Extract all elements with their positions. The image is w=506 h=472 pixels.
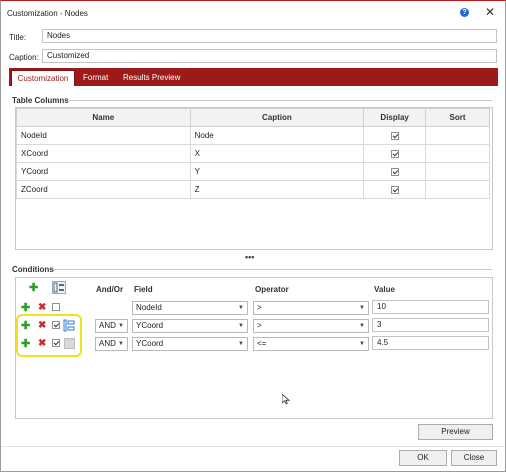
conditions-title: Conditions xyxy=(12,265,54,274)
group-icon[interactable] xyxy=(63,319,75,332)
section-divider xyxy=(53,269,492,270)
caption-input[interactable]: Customized xyxy=(42,49,497,63)
mouse-cursor-icon xyxy=(281,393,291,407)
window-title: Customization - Nodes xyxy=(7,9,88,18)
dropdown-arrow-icon: ▼ xyxy=(238,341,244,347)
cell-caption[interactable]: Y xyxy=(189,162,365,181)
column-header-sort[interactable]: Sort xyxy=(425,108,490,127)
condition-checkbox[interactable] xyxy=(52,321,60,329)
tab-customization[interactable]: Customization xyxy=(11,70,75,86)
andor-select[interactable]: AND ▼ xyxy=(95,319,128,333)
remove-icon[interactable]: ✖ xyxy=(38,302,47,313)
field-header: Field xyxy=(134,285,153,294)
column-header-caption[interactable]: Caption xyxy=(189,108,365,127)
andor-value: AND xyxy=(99,339,116,348)
tab-format[interactable]: Format xyxy=(83,73,109,82)
display-checkbox[interactable] xyxy=(390,149,399,158)
title-label: Title: xyxy=(9,33,27,42)
remove-icon[interactable]: ✖ xyxy=(38,320,47,331)
andor-value: AND xyxy=(99,321,116,330)
title-input[interactable]: Nodes xyxy=(42,29,497,43)
field-select[interactable]: NodeId ▼ xyxy=(132,301,248,315)
add-icon[interactable]: ✚ xyxy=(29,282,39,294)
dropdown-arrow-icon: ▼ xyxy=(238,323,244,329)
field-value: YCoord xyxy=(136,339,164,348)
table-row[interactable]: YCoord Y xyxy=(16,162,490,181)
close-icon[interactable]: ✕ xyxy=(485,5,496,19)
dropdown-arrow-icon: ▼ xyxy=(118,341,124,347)
group-placeholder-icon xyxy=(64,338,75,349)
display-checkbox[interactable] xyxy=(390,185,399,194)
condition-checkbox[interactable] xyxy=(52,339,60,347)
dropdown-arrow-icon: ▼ xyxy=(359,305,365,311)
value-header: Value xyxy=(374,285,395,294)
condition-checkbox[interactable] xyxy=(52,303,60,311)
table-columns-title: Table Columns xyxy=(12,96,69,105)
table-row[interactable]: NodeId Node xyxy=(16,126,490,145)
section-divider xyxy=(69,100,492,101)
highlight-annotation xyxy=(16,314,82,357)
cell-name: ZCoord xyxy=(16,180,191,199)
help-icon[interactable]: ? xyxy=(460,8,469,17)
remove-icon[interactable]: ✖ xyxy=(38,338,47,349)
table-row[interactable]: XCoord X xyxy=(16,144,490,163)
cell-caption[interactable]: Z xyxy=(189,180,365,199)
operator-select[interactable]: <= ▼ xyxy=(253,337,369,351)
dropdown-arrow-icon: ▼ xyxy=(118,323,124,329)
display-checkbox[interactable] xyxy=(390,131,399,140)
add-icon[interactable]: ✚ xyxy=(21,302,31,314)
dropdown-arrow-icon: ▼ xyxy=(238,305,244,311)
dropdown-arrow-icon: ▼ xyxy=(359,341,365,347)
operator-select[interactable]: > ▼ xyxy=(253,301,369,315)
caption-label: Caption: xyxy=(9,53,39,62)
close-button[interactable]: Close xyxy=(451,450,497,466)
splitter-handle[interactable]: ••• xyxy=(245,252,255,262)
value-input[interactable]: 3 xyxy=(372,318,489,332)
column-header-name[interactable]: Name xyxy=(16,108,191,127)
field-select[interactable]: YCoord ▼ xyxy=(132,337,248,351)
cell-sort[interactable] xyxy=(425,162,490,181)
ok-button[interactable]: OK xyxy=(399,450,447,466)
table-columns-grid: Name Caption Display Sort NodeId Node XC… xyxy=(16,108,490,199)
cell-sort[interactable] xyxy=(425,126,490,145)
group-icon[interactable] xyxy=(52,281,66,294)
display-checkbox[interactable] xyxy=(390,167,399,176)
field-value: NodeId xyxy=(136,303,162,312)
dropdown-arrow-icon: ▼ xyxy=(359,323,365,329)
cell-name: NodeId xyxy=(16,126,191,145)
operator-value: <= xyxy=(257,339,267,348)
cell-name: XCoord xyxy=(16,144,191,163)
operator-value: > xyxy=(257,321,262,330)
value-input[interactable]: 4.5 xyxy=(372,336,489,350)
cell-name: YCoord xyxy=(16,162,191,181)
field-select[interactable]: YCoord ▼ xyxy=(132,319,248,333)
cell-sort[interactable] xyxy=(425,144,490,163)
table-row[interactable]: ZCoord Z xyxy=(16,180,490,199)
add-icon[interactable]: ✚ xyxy=(21,320,31,332)
operator-select[interactable]: > ▼ xyxy=(253,319,369,333)
column-header-display[interactable]: Display xyxy=(363,108,427,127)
value-input[interactable]: 10 xyxy=(372,300,489,314)
tab-results-preview[interactable]: Results Preview xyxy=(123,73,181,82)
add-icon[interactable]: ✚ xyxy=(21,338,31,350)
footer-divider xyxy=(1,446,505,447)
operator-value: > xyxy=(257,303,262,312)
cell-caption[interactable]: Node xyxy=(189,126,365,145)
andor-select[interactable]: AND ▼ xyxy=(95,337,128,351)
operator-header: Operator xyxy=(255,285,289,294)
cell-caption[interactable]: X xyxy=(189,144,365,163)
tab-bar: Customization Format Results Preview xyxy=(9,68,498,86)
cell-sort[interactable] xyxy=(425,180,490,199)
preview-button[interactable]: Preview xyxy=(418,424,493,440)
andor-header: And/Or xyxy=(96,285,124,294)
field-value: YCoord xyxy=(136,321,164,330)
